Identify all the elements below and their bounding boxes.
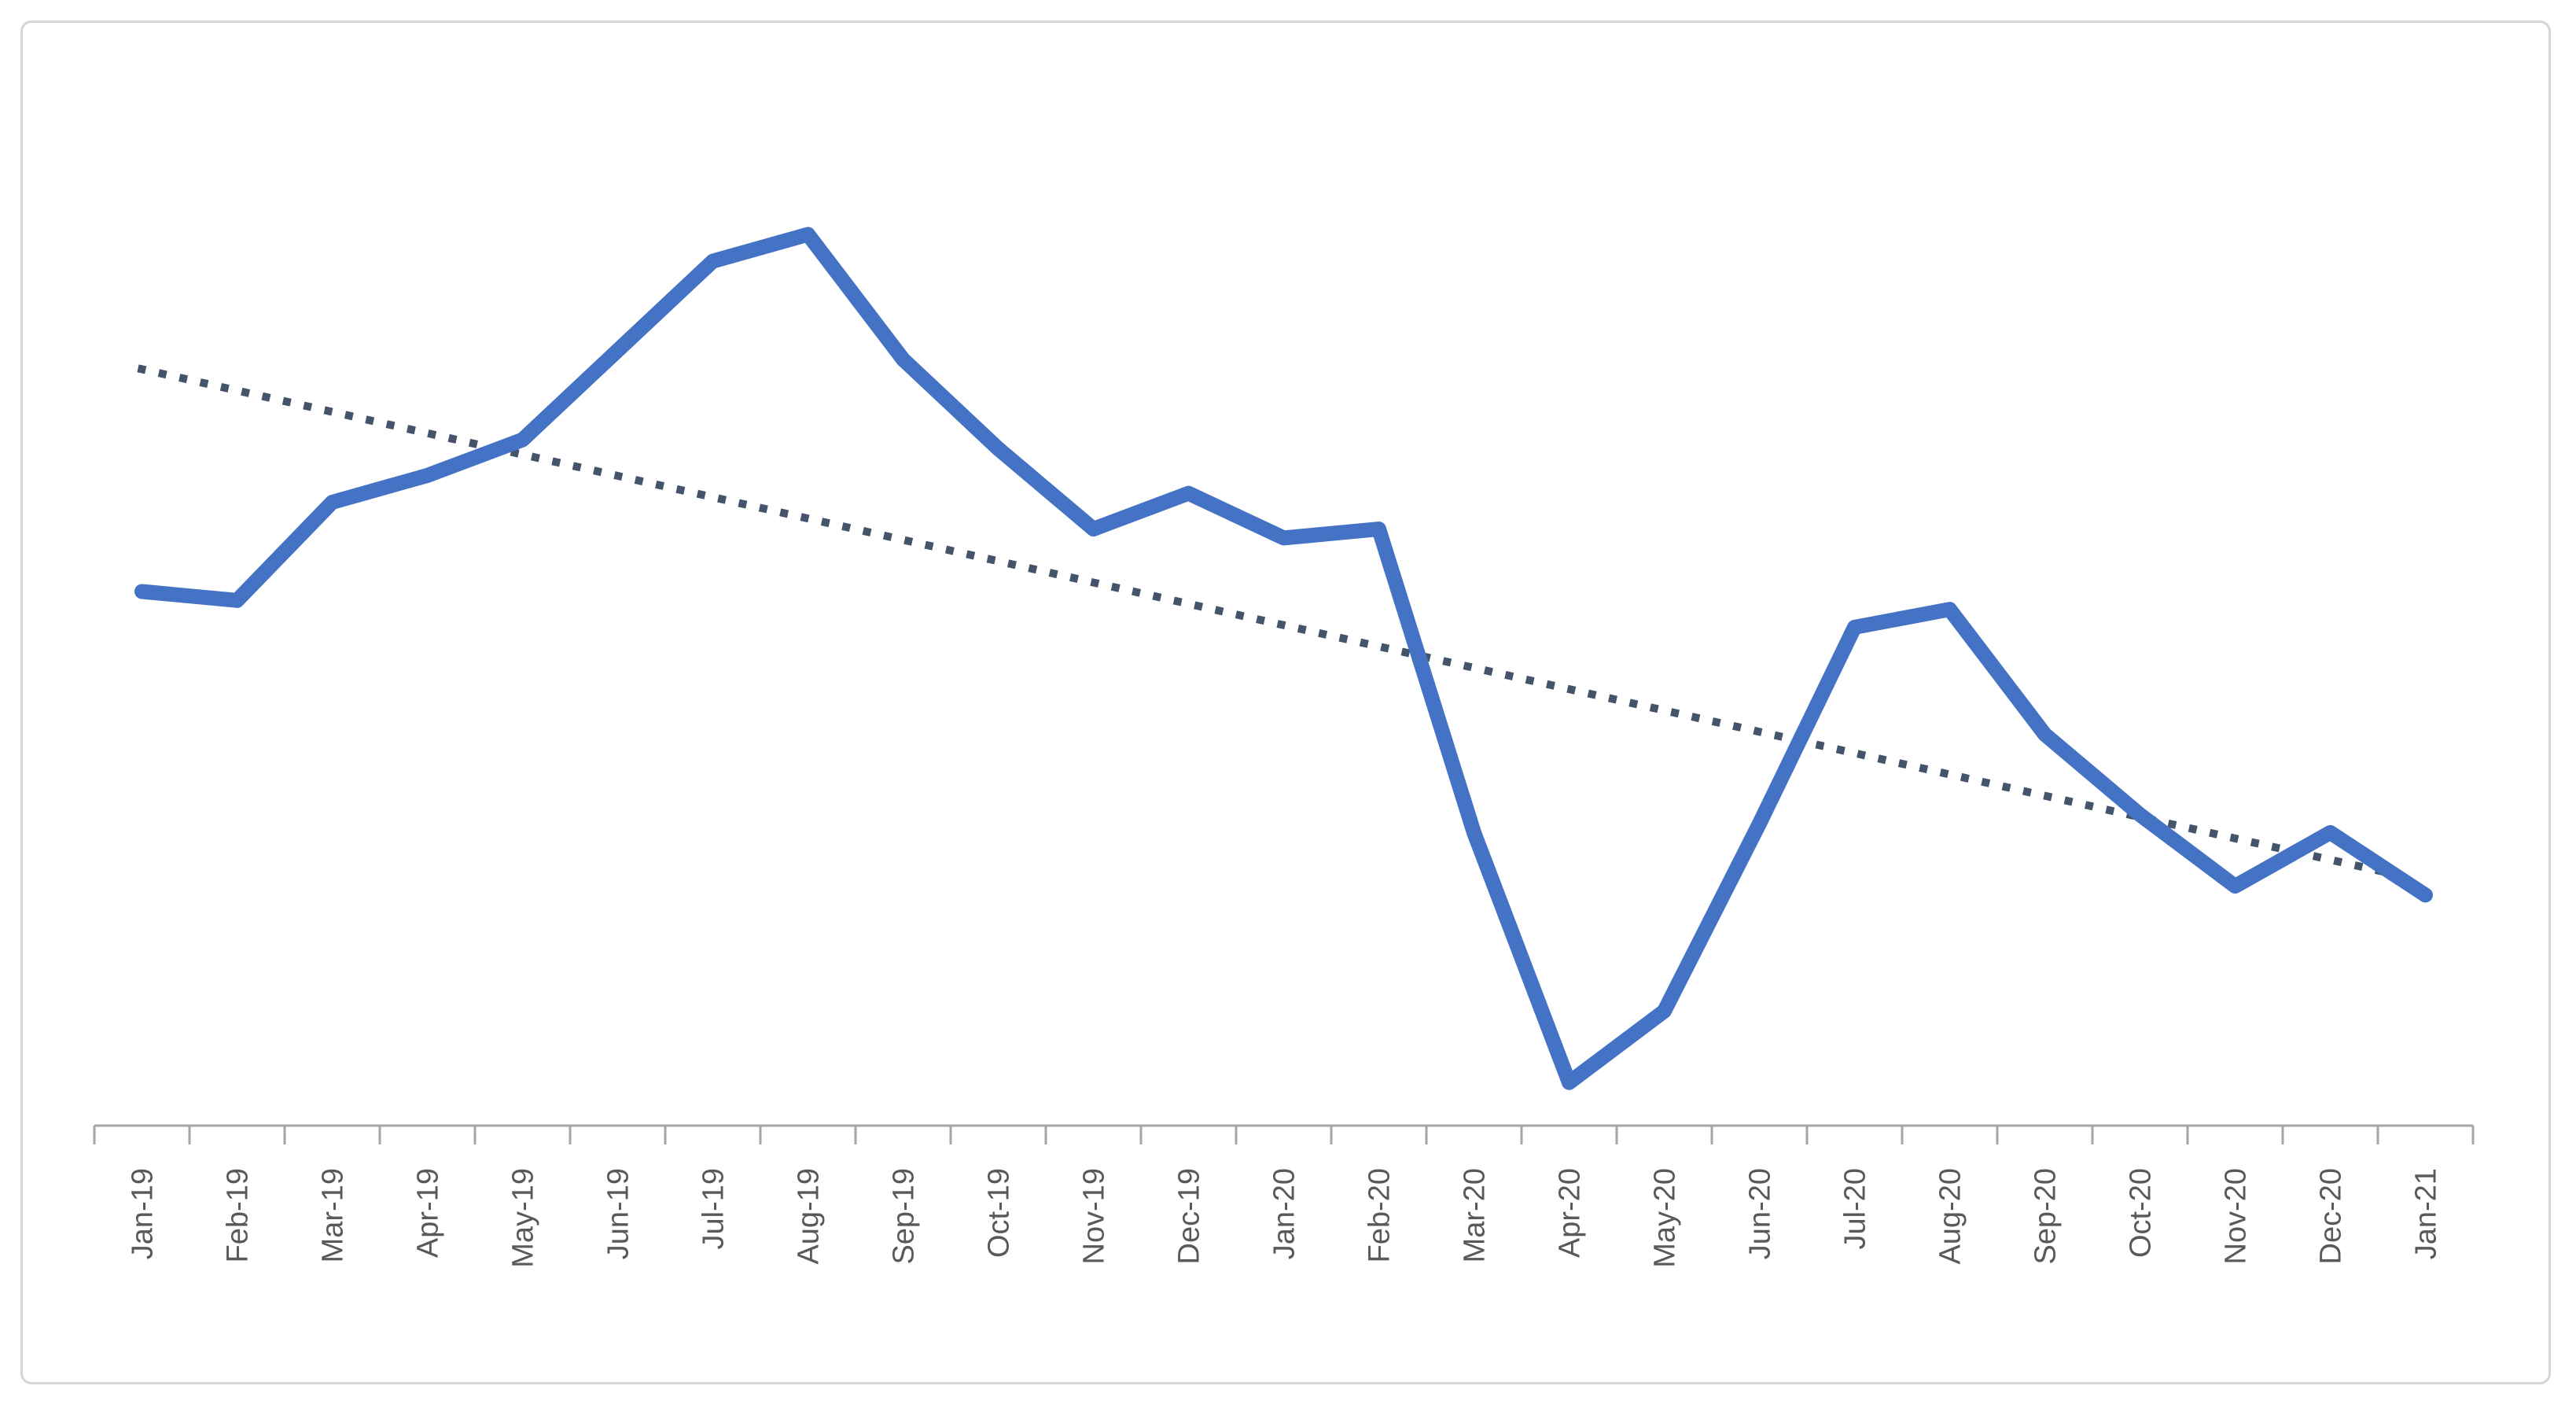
- x-axis-label: Sep-19: [888, 1168, 921, 1265]
- x-axis-label: Nov-20: [2220, 1168, 2253, 1265]
- x-axis-label: Jan-21: [2410, 1168, 2443, 1259]
- x-axis-label: Oct-20: [2125, 1168, 2158, 1258]
- trendline-dotted: [137, 364, 2409, 882]
- x-axis-label: Sep-20: [2030, 1168, 2063, 1265]
- line-chart: Jan-19 Feb-19 Mar-19 Apr-19 May-19 Jun-19 Jul-…: [93, 227, 2475, 1268]
- x-axis-label: May-19: [507, 1168, 540, 1268]
- x-axis-label: Jan-20: [1268, 1168, 1301, 1259]
- x-axis-label: Jul-20: [1839, 1168, 1872, 1250]
- chart-frame: Jan-19 Feb-19 Mar-19 Apr-19 May-19 Jun-19 Jul-…: [20, 20, 2551, 1384]
- x-axis-label: Apr-20: [1554, 1168, 1587, 1258]
- x-axis-label: Feb-19: [222, 1168, 255, 1262]
- x-axis-label: Feb-20: [1363, 1168, 1397, 1262]
- x-axis-label: Dec-19: [1173, 1168, 1206, 1265]
- data-series-line: [134, 227, 2433, 1090]
- x-axis-label: Jun-19: [602, 1168, 635, 1259]
- x-axis-label: Aug-20: [1934, 1168, 1967, 1265]
- x-axis-label: Jul-19: [697, 1168, 730, 1250]
- x-axis-label: Jun-20: [1744, 1168, 1777, 1259]
- x-axis-label: Nov-19: [1078, 1168, 1111, 1265]
- x-axis-label: Aug-19: [793, 1168, 826, 1265]
- x-axis-label: Dec-20: [2315, 1168, 2348, 1265]
- x-axis-label: Apr-19: [412, 1168, 445, 1258]
- x-axis-label: Oct-19: [983, 1168, 1016, 1258]
- x-axis-label: Mar-20: [1459, 1168, 1492, 1262]
- x-axis-label: May-20: [1649, 1168, 1682, 1268]
- x-axis-label: Mar-19: [317, 1168, 350, 1262]
- x-axis-label: Jan-19: [127, 1168, 160, 1259]
